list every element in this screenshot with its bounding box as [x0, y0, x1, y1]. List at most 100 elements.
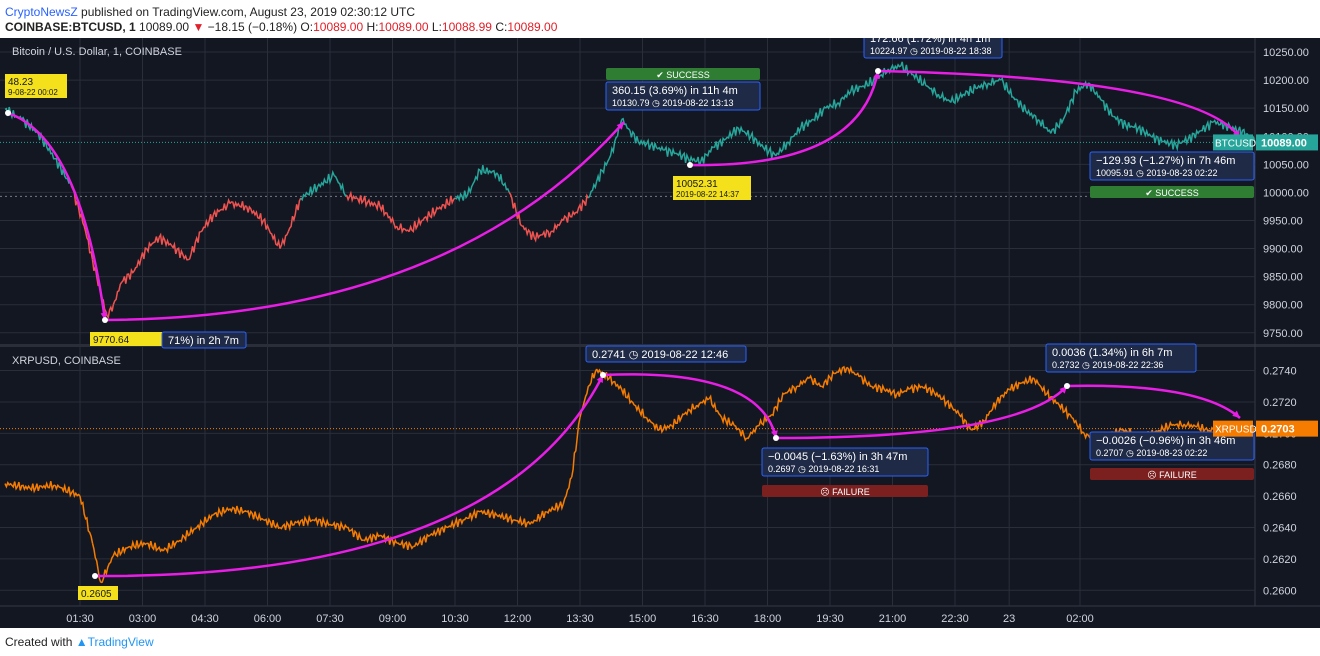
measure-line1: 0.2741 ◷ 2019-08-22 12:46: [592, 349, 728, 361]
price-line-segment: [379, 204, 398, 230]
measure-line2: 0.2707 ◷ 2019-08-23 02:22: [1096, 448, 1207, 458]
chart-area[interactable]: Bitcoin / U.S. Dollar, 1, COINBASE XRPUSD…: [0, 29, 1320, 628]
measure-line2: 0.2697 ◷ 2019-08-22 16:31: [768, 464, 879, 474]
created-with: Created with ▲TradingView: [5, 635, 154, 649]
price-line-segment: [629, 130, 640, 144]
price-line-segment: [121, 267, 135, 284]
status-badge-label: ✔ SUCCESS: [1145, 188, 1199, 198]
price-line-segment: [995, 388, 1010, 404]
price-line-segment: [1037, 118, 1052, 134]
footer: Created with ▲TradingView: [0, 630, 1320, 656]
price-line-segment: [1050, 118, 1064, 135]
x-tick-label: 10:30: [441, 613, 469, 625]
x-tick-label: 21:00: [879, 613, 907, 625]
price-line-segment: [1212, 119, 1227, 130]
pane-title: XRPUSD, COINBASE: [12, 355, 121, 367]
last-price: 10089.00: [139, 20, 190, 34]
close-label: C:: [495, 20, 508, 34]
close-value: 10089.00: [507, 20, 558, 34]
ohlc-line: COINBASE:BTCUSD, 1 10089.00 ▼ −18.15 (−0…: [5, 20, 557, 34]
axis-layer: 01:30 03:00 04:30 06:00 07:30 09:00 10:30 12:00…: [66, 47, 1318, 625]
price-line-segment: [862, 75, 877, 90]
price-label-box: [5, 74, 67, 98]
x-tick-label: 03:00: [129, 613, 157, 625]
chart-canvas[interactable]: Bitcoin / U.S. Dollar, 1, COINBASE XRPUSD…: [0, 29, 1320, 628]
price-label-value: 9770.64: [93, 335, 130, 346]
status-badge-label: ☹ FAILURE: [1147, 470, 1196, 480]
publish-line: CryptoNewsZ published on TradingView.com…: [5, 5, 415, 19]
price-line-segment: [700, 145, 714, 164]
price-line-segment: [796, 376, 810, 388]
y-tick-label: 9900.00: [1263, 244, 1303, 256]
price-line-segment: [850, 84, 864, 97]
price-line-segment: [1137, 124, 1152, 138]
price-line-segment: [1021, 375, 1035, 385]
pane-title: Bitcoin / U.S. Dollar, 1, COINBASE: [12, 46, 182, 58]
measure-line1: 360.15 (3.69%) in 11h 4m: [612, 85, 738, 97]
last-price-tag: [1256, 420, 1318, 437]
measure-line2: 10130.79 ◷ 2019-08-22 13:13: [612, 98, 733, 108]
x-tick-label: 02:00: [1066, 613, 1094, 625]
price-line-segment: [1046, 388, 1060, 406]
price-line-segment: [958, 412, 973, 432]
price-line-segment: [408, 216, 423, 234]
price-line-segment: [858, 374, 872, 387]
price-line-segment: [746, 424, 760, 440]
price-line-segment: [54, 483, 81, 499]
chart-header: CryptoNewsZ published on TradingView.com…: [0, 0, 1320, 38]
price-line-segment: [421, 206, 439, 224]
price-line-segment: [750, 130, 764, 148]
measure-line1: −0.0026 (−0.96%) in 3h 46m: [1096, 435, 1235, 447]
measure-box: [605, 81, 761, 111]
measure-box: [1045, 343, 1197, 373]
open-label: O:: [300, 20, 314, 34]
price-line-segment: [508, 191, 523, 227]
arrow-start-dot: [875, 68, 881, 74]
projection-arrow: [1066, 384, 1241, 419]
price-line-segment: [821, 370, 835, 389]
x-tick-label: 23: [1003, 613, 1015, 625]
price-line-segment: [112, 281, 123, 305]
price-line-segment: [496, 172, 510, 193]
y-tick-label: 9750.00: [1263, 328, 1303, 340]
price-line-segment: [962, 84, 977, 97]
price-line-segment: [650, 141, 664, 152]
arrow-head: [1232, 410, 1240, 418]
symbol-tag: [1213, 134, 1253, 151]
low-label: L:: [431, 20, 442, 34]
price-line-segment: [550, 218, 564, 234]
price-line-segment: [946, 399, 960, 415]
price-line-segment: [621, 117, 631, 132]
price-line-segment: [1183, 420, 1198, 429]
measure-line2: 0.2732 ◷ 2019-08-22 22:36: [1052, 360, 1163, 370]
arrow-head: [616, 122, 624, 130]
price-line-segment: [620, 388, 635, 406]
price-line-segment: [466, 168, 481, 196]
price-line-segment: [1171, 420, 1185, 430]
price-line-segment: [812, 105, 827, 122]
status-badge: [606, 68, 760, 80]
status-badge: [1090, 468, 1254, 480]
price-line-segment: [429, 524, 448, 538]
price-line-segment: [212, 197, 231, 218]
tradingview-brand[interactable]: TradingView: [87, 635, 154, 649]
x-tick-label: 12:00: [504, 613, 532, 625]
status-badge: [1090, 186, 1254, 198]
price-line-segment: [1033, 378, 1048, 397]
price-line-segment: [1100, 99, 1114, 118]
price-line-segment: [671, 413, 685, 430]
price-line-segment: [263, 517, 281, 530]
price-line-segment: [29, 481, 56, 494]
publisher-name[interactable]: CryptoNewsZ: [5, 5, 78, 19]
x-tick-label: 15:00: [629, 613, 657, 625]
price-label-box: [78, 586, 118, 600]
published-text: published on TradingView.com, August 23,…: [77, 5, 416, 19]
y-tick-label: 10250.00: [1263, 47, 1309, 59]
price-line-segment: [883, 387, 898, 399]
price-line-segment: [316, 169, 335, 189]
price-line-segment: [871, 382, 885, 393]
price-line-segment: [463, 508, 481, 523]
price-line-segment: [983, 401, 998, 423]
measure-line2: 10224.97 ◷ 2019-08-22 18:38: [870, 46, 991, 56]
x-tick-label: 01:30: [66, 613, 94, 625]
